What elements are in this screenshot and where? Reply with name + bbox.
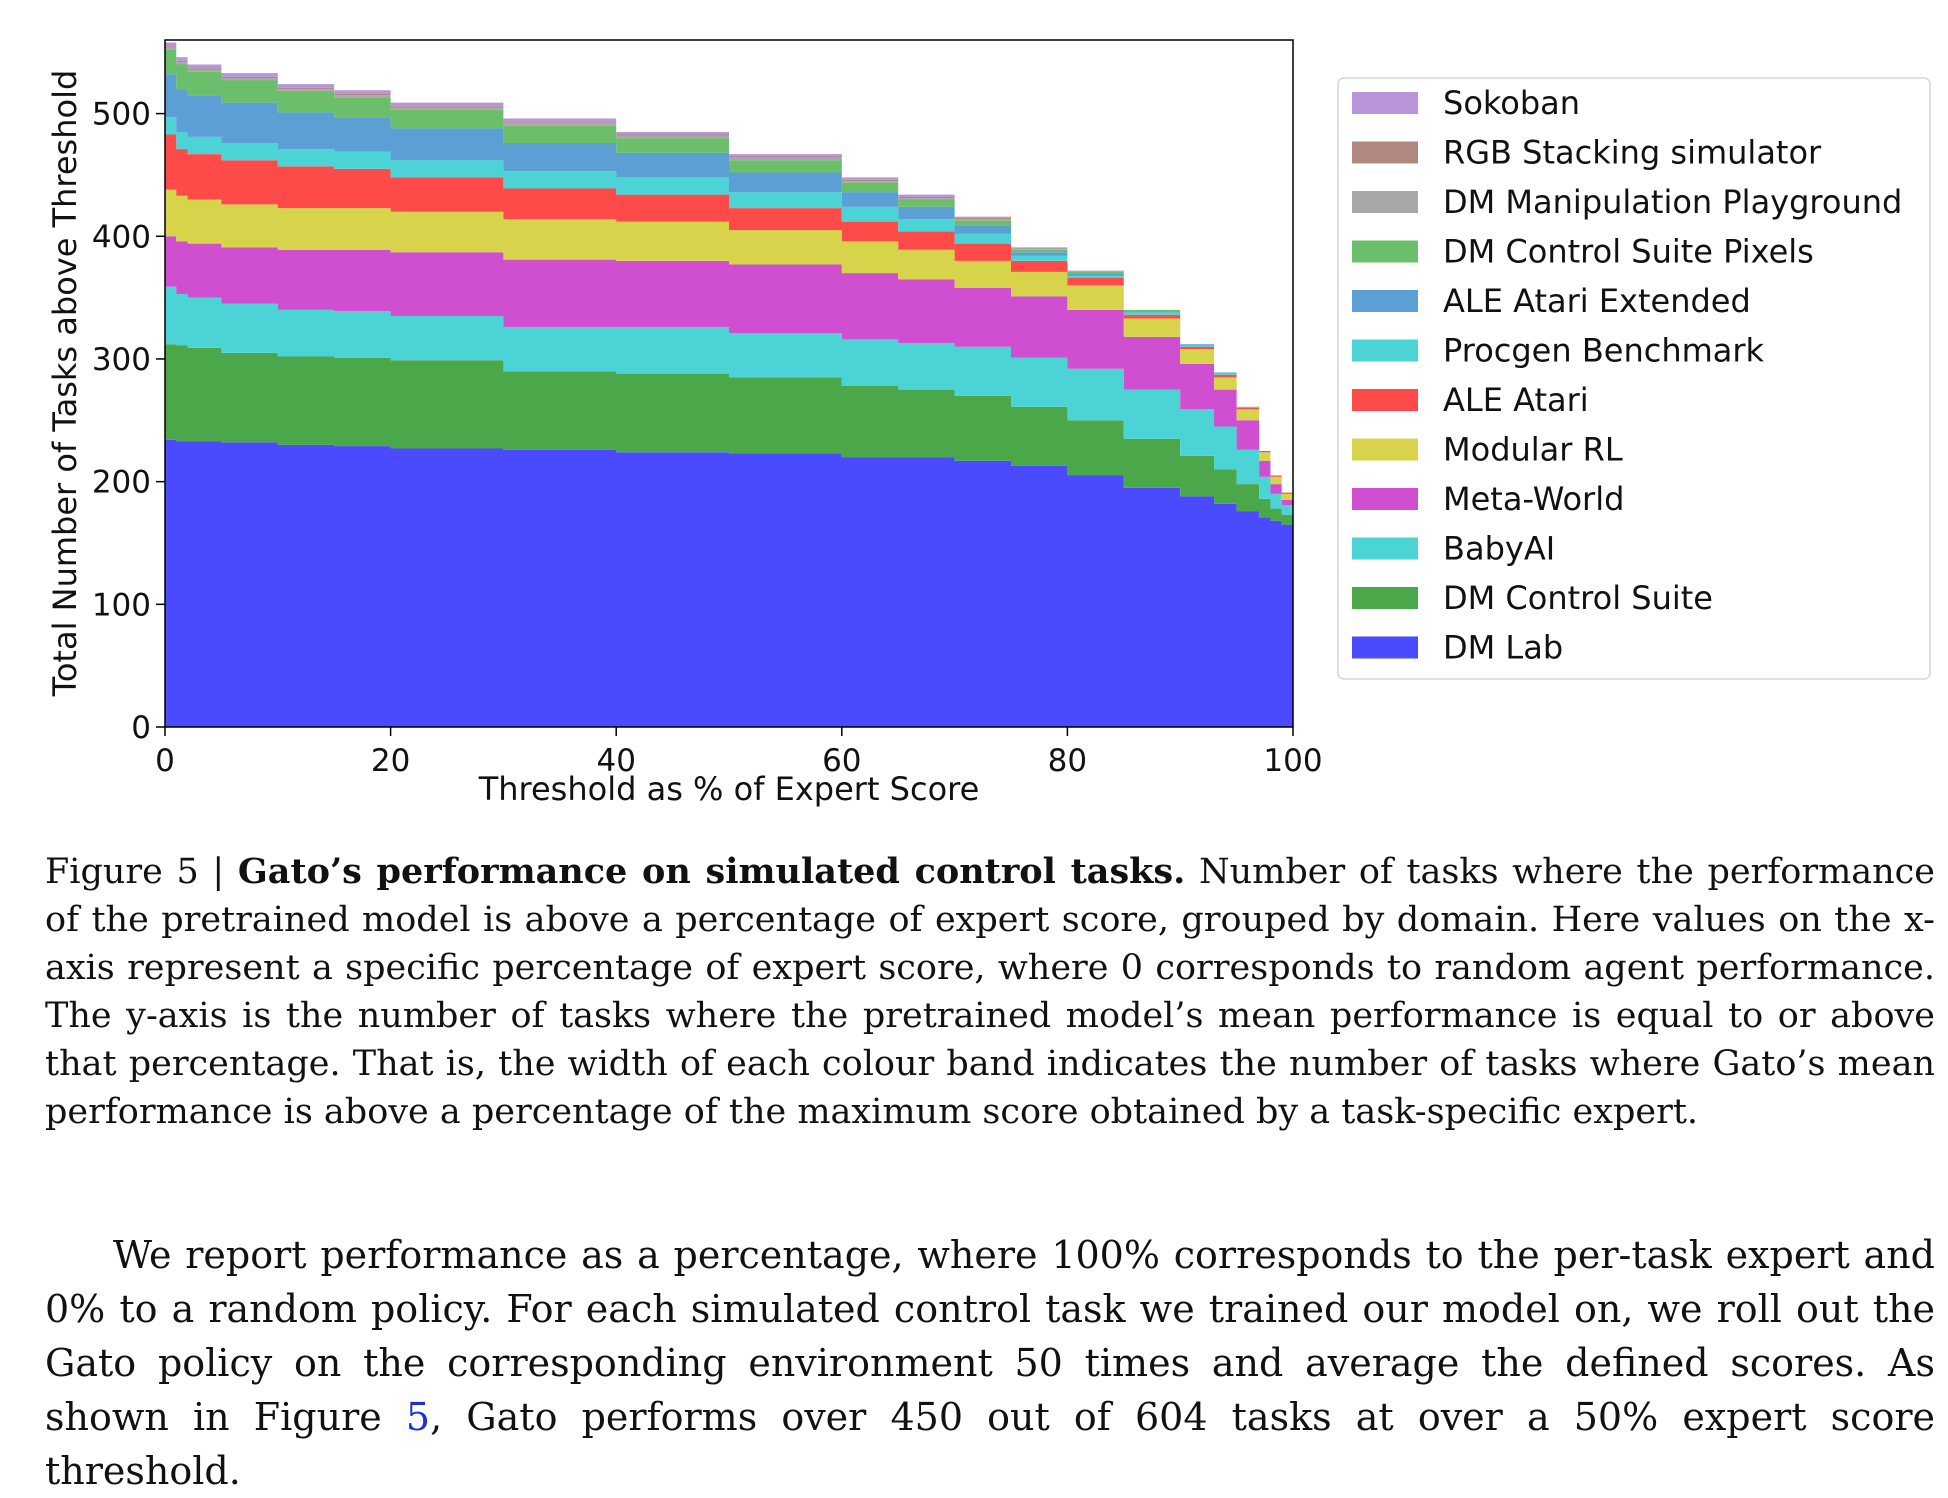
legend-swatch-modular-rl <box>1352 438 1418 461</box>
y-tick-label-200: 200 <box>92 465 151 501</box>
legend-label-dm-manipulation-playground: DM Manipulation Playground <box>1443 183 1902 221</box>
figure-ref-link[interactable]: 5 <box>405 1395 431 1439</box>
legend-label-sokoban: Sokoban <box>1443 84 1580 122</box>
plot-frame <box>164 39 1294 728</box>
x-tick-label-100: 100 <box>1263 743 1322 779</box>
legend-swatch-meta-world <box>1352 488 1418 510</box>
legend-label-ale-atari-extended: ALE Atari Extended <box>1443 282 1751 320</box>
chart-areas <box>165 42 1293 727</box>
legend-swatch-dm-manipulation-playground <box>1352 191 1418 213</box>
x-tick-label-0: 0 <box>155 743 175 779</box>
area-dm-control-suite-pixels <box>165 49 1293 523</box>
legend-label-meta-world: Meta-World <box>1443 480 1624 518</box>
area-dm-control-suite <box>165 344 1293 537</box>
legend-label-babyai: BabyAI <box>1443 530 1555 568</box>
stacked-area-chart: 0 20 40 60 80 100 0 100 200 300 400 500 Threshold … <box>46 39 1931 808</box>
legend-frame <box>1337 77 1931 680</box>
legend-swatch-ale-atari <box>1352 389 1418 411</box>
x-tick-label-80: 80 <box>1048 743 1087 779</box>
legend-label-procgen-benchmark: Procgen Benchmark <box>1443 332 1765 370</box>
legend-label-ale-atari: ALE Atari <box>1443 381 1589 419</box>
x-tick-label-20: 20 <box>371 743 410 779</box>
legend-swatch-dm-control-suite <box>1352 587 1418 609</box>
legend-swatch-ale-atari-extended <box>1352 290 1418 312</box>
legend-label-modular-rl: Modular RL <box>1443 431 1623 469</box>
legend-label-dm-control-suite: DM Control Suite <box>1443 579 1713 617</box>
figure-caption: Figure 5 | Gato’s performance on simulat… <box>45 848 1935 1136</box>
legend-swatch-procgen-benchmark <box>1352 339 1418 362</box>
y-tick-label-500: 500 <box>92 97 151 133</box>
legend-items: Sokoban RGB Stacking simulator DM Manipula… <box>1352 84 1902 667</box>
area-modular-rl <box>165 189 1293 528</box>
legend-swatch-babyai <box>1352 537 1418 560</box>
y-tick-label-100: 100 <box>92 587 151 623</box>
y-tick-label-300: 300 <box>92 342 151 378</box>
legend-swatch-dm-control-suite-pixels <box>1352 240 1418 263</box>
legend-label-dm-lab: DM Lab <box>1443 629 1563 667</box>
legend-label-rgb-stacking-simulator: RGB Stacking simulator <box>1443 134 1822 172</box>
legend-swatch-dm-lab <box>1352 636 1418 659</box>
legend-swatch-rgb-stacking-simulator <box>1352 141 1418 164</box>
legend-label-dm-control-suite-pixels: DM Control Suite Pixels <box>1443 233 1814 271</box>
y-tick-label-0: 0 <box>131 710 151 746</box>
caption-text: Number of tasks where the performance of… <box>45 852 1935 1132</box>
body-paragraph: We report performance as a percentage, w… <box>45 1228 1935 1498</box>
y-tick-label-400: 400 <box>92 219 151 255</box>
caption-title: Gato’s performance on simulated control … <box>237 851 1186 892</box>
x-tick-label-60: 60 <box>822 743 861 779</box>
y-axis-ticks: 0 100 200 300 400 500 <box>92 97 165 746</box>
legend: Sokoban RGB Stacking simulator DM Manipula… <box>1337 77 1931 680</box>
area-ale-atari <box>165 134 1293 524</box>
area-dm-lab <box>165 439 1293 727</box>
caption-label: Figure 5 | <box>45 852 238 892</box>
body-text-before: We report performance as a percentage, w… <box>45 1233 1935 1439</box>
x-tick-label-40: 40 <box>596 743 635 779</box>
legend-swatch-sokoban <box>1352 92 1418 114</box>
y-axis-title: Total Number of Tasks above Threshold <box>46 70 84 698</box>
x-axis-ticks: 0 20 40 60 80 100 <box>155 727 1323 779</box>
area-meta-world <box>165 236 1293 529</box>
area-procgen-benchmark <box>165 117 1293 523</box>
x-axis-title: Threshold as % of Expert Score <box>478 770 980 808</box>
